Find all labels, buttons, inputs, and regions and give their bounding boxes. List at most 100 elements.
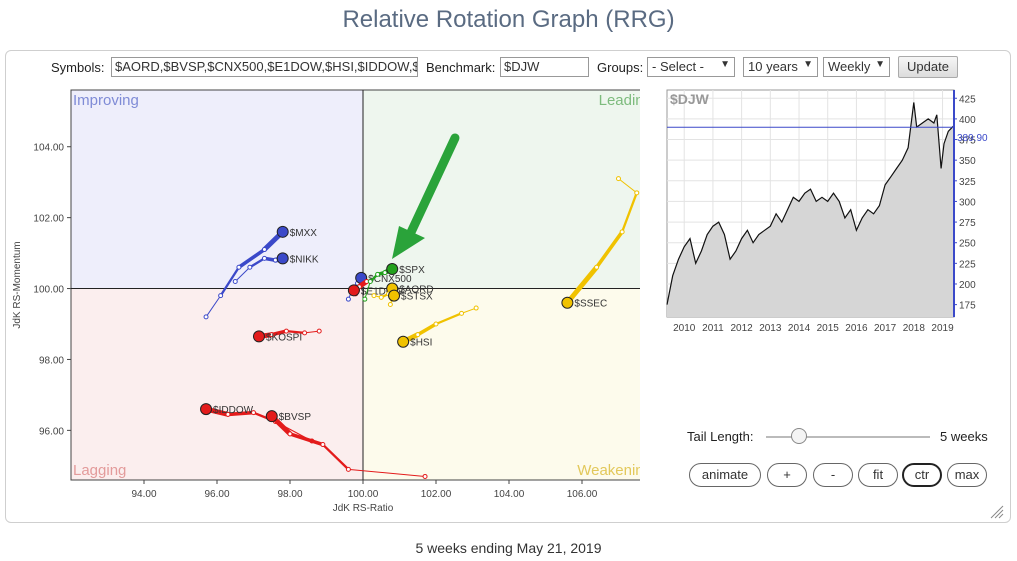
head-point — [388, 289, 401, 302]
x-tick-label: 2018 — [903, 323, 926, 334]
head-point — [200, 403, 213, 416]
tail-point — [362, 296, 368, 302]
y-tick-label: 175 — [959, 301, 976, 312]
tail-point — [387, 302, 393, 307]
rrg-chart: Improving Leading Lagging Weakening 94.00 96… — [12, 89, 640, 514]
tail-segment — [321, 443, 350, 471]
tail-point — [345, 466, 351, 472]
tail-segment — [621, 191, 638, 233]
tail-point — [345, 296, 351, 302]
x-tick-label: 2010 — [673, 323, 696, 334]
x-tick-label: 2011 — [702, 323, 724, 334]
y-tick-label: 98.00 — [39, 355, 64, 366]
y-axis-label: JdK RS-Momentum — [12, 241, 23, 328]
series-label: $NIKK — [290, 254, 319, 265]
quadrant-weakening — [363, 288, 640, 480]
tail-point — [378, 294, 384, 300]
series-label: $AORD — [399, 285, 433, 296]
head-point — [561, 296, 574, 309]
y-tick-label: 96.00 — [39, 426, 64, 437]
series-ssec: $SSEC — [561, 176, 640, 310]
tail-segment — [434, 312, 463, 326]
series-nikk: $NIKK — [232, 252, 319, 284]
benchmark-line — [666, 102, 955, 305]
x-tick-label: 2015 — [817, 323, 840, 334]
zoom-out-button[interactable]: - — [813, 463, 853, 487]
y-tick-label: 250 — [959, 239, 976, 250]
series-label: $HSI — [410, 338, 432, 349]
tail-segment — [564, 264, 600, 306]
animate-button[interactable]: animate — [689, 463, 761, 487]
head-point — [252, 330, 265, 343]
center-button[interactable]: ctr — [902, 463, 942, 487]
head-point — [276, 252, 289, 265]
benchmark-chart: 175 200 225 250 275 300 325 350 375 400 425 2010 201… — [666, 89, 988, 334]
resize-grip-icon[interactable] — [989, 505, 1005, 519]
tail-point — [232, 278, 238, 284]
frequency-select[interactable]: Weekly ▼ — [823, 57, 890, 77]
symbols-input[interactable]: $AORD,$BVSP,$CNX500,$E1DOW,$HSI,$IDDOW,$ — [111, 57, 418, 77]
tail-point — [283, 328, 289, 334]
chevron-down-icon: ▼ — [803, 59, 813, 70]
quadrant-label-weakening: Weakening — [577, 462, 640, 479]
tail-segment — [347, 468, 426, 477]
tail-length-value: 5 weeks — [940, 429, 988, 444]
tail-segment — [618, 178, 638, 194]
head-point — [347, 284, 360, 297]
period-select[interactable]: 10 years ▼ — [743, 57, 818, 77]
series-label: $MXX — [290, 228, 318, 239]
benchmark-title: $DJW — [670, 91, 710, 107]
tail-point — [269, 332, 275, 338]
tail-segment — [269, 329, 289, 337]
fit-button[interactable]: fit — [858, 463, 898, 487]
tail-point — [594, 264, 600, 270]
benchmark-label: Benchmark: — [426, 60, 496, 75]
tail-point — [382, 270, 388, 276]
head-point — [265, 410, 278, 423]
series-label: $SSEC — [574, 299, 607, 310]
groups-select[interactable]: - Select - ▼ — [647, 57, 735, 77]
series-hsi: $HSI — [397, 305, 479, 349]
quadrant-leading — [363, 90, 640, 289]
tail-length-slider[interactable] — [790, 428, 807, 444]
tail-segment — [219, 266, 241, 297]
zoom-in-button[interactable]: + — [767, 463, 807, 487]
x-tick-label: 2019 — [931, 323, 954, 334]
tail-point — [634, 190, 640, 196]
tail-point — [302, 330, 308, 336]
tail-segment — [461, 307, 477, 314]
tail-point — [218, 293, 224, 299]
tail-segment — [285, 329, 306, 335]
series-spx: $SPX — [362, 263, 425, 302]
rrg-series: $MXX $NIKK $CNX500$E1DOW $KOSPI $IDDOW $BVSP $… — [200, 176, 640, 479]
series-stsx: $STSX — [371, 289, 433, 303]
x-tick-label: 2017 — [874, 323, 897, 334]
quadrant-label-leading: Leading — [599, 92, 640, 109]
x-tick-label: 2012 — [730, 323, 753, 334]
x-tick-label: 2016 — [845, 323, 868, 334]
y-tick-label: 275 — [959, 218, 976, 229]
x-tick-label: 96.00 — [204, 489, 229, 500]
series-label: $SPX — [399, 265, 425, 276]
x-axis-label: JdK RS-Ratio — [333, 503, 394, 514]
tail-segment — [248, 257, 266, 269]
series-label: $CNX500 — [368, 274, 412, 285]
tail-point — [371, 293, 377, 299]
quadrant-improving — [71, 90, 363, 289]
x-tick-label: 102.00 — [421, 489, 452, 500]
max-button[interactable]: max — [947, 463, 987, 487]
update-button[interactable]: Update — [898, 56, 958, 78]
tail-point — [287, 431, 293, 437]
tail-point — [415, 332, 421, 338]
tail-point — [459, 310, 465, 316]
x-tick-label: 2013 — [759, 323, 782, 334]
head-point — [386, 263, 399, 276]
highlight-arrow — [392, 133, 460, 259]
tail-point — [316, 328, 322, 334]
series-bvsp: $BVSP — [265, 410, 428, 479]
tail-segment — [205, 295, 222, 318]
quadrant-label-lagging: Lagging — [73, 462, 126, 479]
series-mxx: $MXX — [203, 225, 318, 320]
benchmark-input[interactable]: $DJW — [500, 57, 589, 77]
last-value-label: 389.90 — [957, 133, 988, 144]
